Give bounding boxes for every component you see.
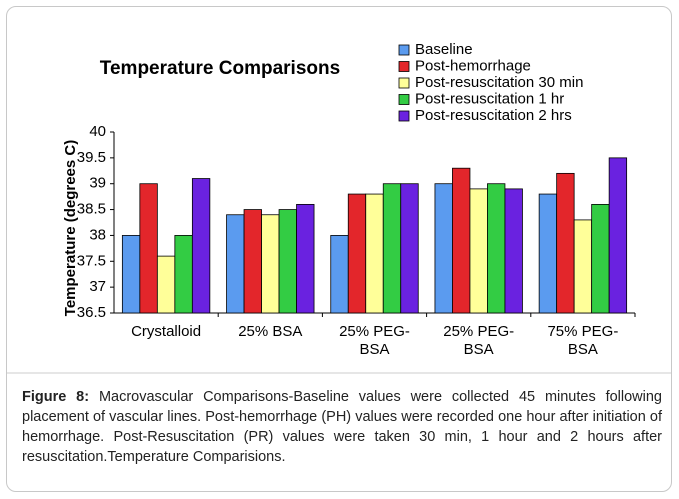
legend-label: Post-resuscitation 30 min — [415, 74, 583, 91]
y-tick-label: 40 — [89, 123, 106, 140]
bar — [487, 183, 506, 314]
bar — [139, 183, 158, 314]
bar — [400, 183, 419, 314]
x-tick-label: 75% PEG-BSA — [547, 323, 619, 358]
bar — [573, 219, 593, 314]
legend-label: Post-resuscitation 1 hr — [415, 90, 564, 107]
caption: Figure 8: Macrovascular Comparisons-Base… — [22, 387, 662, 467]
chart: Temperature Comparisons Temperature (deg… — [7, 41, 671, 374]
bar — [156, 255, 176, 314]
legend-swatch — [398, 44, 410, 56]
x-tick-label: 25% BSA — [238, 323, 303, 340]
legend-label: Baseline — [415, 41, 473, 58]
bar — [191, 178, 211, 314]
bar — [174, 235, 193, 314]
bar — [347, 193, 367, 314]
y-tick-label: 38 — [89, 226, 106, 243]
bar — [296, 203, 315, 314]
y-tick-label: 39.5 — [77, 149, 106, 166]
bar — [608, 157, 628, 314]
bar — [226, 214, 245, 314]
legend-swatch — [398, 61, 410, 72]
bar — [556, 172, 575, 314]
chart-title: Temperature Comparisons — [100, 58, 340, 79]
bar — [243, 209, 262, 314]
bar — [452, 167, 471, 314]
caption-text: Macrovascular Comparisons-Baseline value… — [22, 389, 662, 465]
bar — [434, 183, 453, 314]
x-tick-label: 25% PEG-BSA — [339, 323, 410, 358]
bar — [278, 209, 297, 314]
bar — [121, 235, 141, 314]
y-tick-label: 38.5 — [77, 201, 106, 218]
figure: Temperature Comparisons Temperature (deg… — [6, 6, 672, 492]
legend-swatch — [398, 110, 410, 122]
bar — [365, 193, 384, 314]
y-tick-label: 36.5 — [77, 304, 106, 321]
bar — [261, 214, 280, 314]
x-tick-label: Crystalloid — [131, 323, 202, 340]
y-axis-label: Temperature (degrees C) — [62, 140, 79, 316]
x-tick-label: 25% PEG-BSA — [443, 323, 515, 358]
bar — [469, 188, 488, 314]
y-tick-label: 37 — [89, 278, 106, 295]
y-tick-label: 39 — [89, 175, 106, 192]
legend-swatch — [398, 77, 410, 89]
bar — [591, 203, 610, 314]
legend-swatch — [398, 94, 410, 105]
bar — [330, 235, 349, 314]
legend-label: Post-hemorrhage — [415, 57, 531, 74]
y-tick-label: 37.5 — [77, 252, 106, 269]
caption-label: Figure 8: — [22, 389, 90, 405]
bar — [538, 193, 558, 314]
bar — [382, 183, 402, 314]
bar — [504, 188, 523, 314]
legend-label: Post-resuscitation 2 hrs — [415, 107, 572, 124]
